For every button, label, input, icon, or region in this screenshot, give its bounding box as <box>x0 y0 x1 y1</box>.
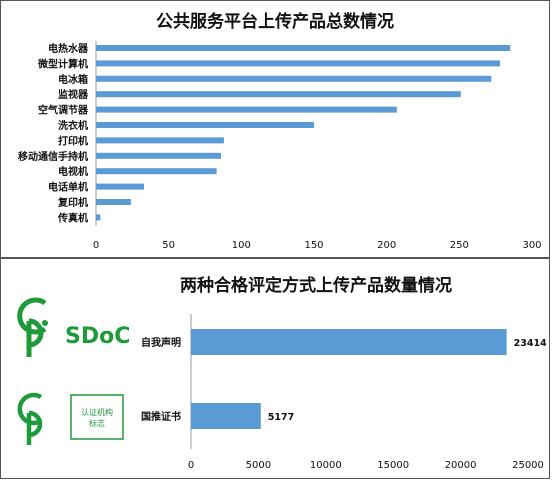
bottom-bar <box>191 403 261 429</box>
bottom-chart-panel: 两种合格评定方式上传产品数量情况 SDoC 认证机构 标志 自我声明 23414 国… <box>0 258 550 479</box>
bottom-data-label: 5177 <box>268 412 294 423</box>
top-category-label: 监视器 <box>58 88 89 101</box>
top-bar <box>96 137 224 144</box>
ccc-c-shape <box>17 297 47 335</box>
bottom-x-tick-label: 25000 <box>512 460 544 471</box>
cert-p-shape <box>26 410 43 445</box>
top-bar <box>96 75 492 82</box>
bottom-x-tick-label: 20000 <box>445 460 477 471</box>
top-category-label: 传真机 <box>57 211 88 224</box>
cert-box <box>70 394 124 440</box>
top-x-tick-label: 200 <box>377 240 396 251</box>
top-bar <box>96 214 101 221</box>
cert-text-line2: 标志 <box>89 418 105 428</box>
top-category-label: 移动通信手持机 <box>18 150 88 163</box>
top-chart-svg: 电热水器微型计算机电冰箱监视器空气调节器洗衣机打印机移动通信手持机电视机电话单机… <box>18 41 542 251</box>
top-bar <box>96 183 144 190</box>
top-bar <box>96 60 501 67</box>
bottom-category-label: 国推证书 <box>141 410 181 423</box>
top-category-label: 空气调节器 <box>38 104 89 117</box>
top-bar <box>96 168 217 175</box>
top-category-label: 洗衣机 <box>58 119 88 132</box>
cert-c-shape <box>17 392 43 426</box>
bottom-chart-svg: SDoC 认证机构 标志 自我声明 23414 国推证书 5177 0 5000 10000… <box>17 297 547 471</box>
top-x-tick-label: 100 <box>232 240 251 251</box>
top-category-label: 微型计算机 <box>37 57 88 70</box>
sdoc-text: SDoC <box>65 324 130 349</box>
top-bar <box>96 45 511 51</box>
bottom-chart-title: 两种合格评定方式上传产品数量情况 <box>180 276 452 296</box>
bottom-x-tick-label: 15000 <box>377 460 409 471</box>
top-x-tick-label: 50 <box>162 240 175 251</box>
top-bar <box>96 199 131 205</box>
top-category-label: 电热水器 <box>48 42 89 55</box>
top-category-label: 打印机 <box>58 134 88 147</box>
top-x-tick-label: 0 <box>93 240 99 251</box>
bottom-x-tick-label: 10000 <box>310 460 342 471</box>
bottom-x-tick-label: 5000 <box>246 460 271 471</box>
top-category-label: 电冰箱 <box>58 73 88 86</box>
top-x-tick-label: 150 <box>304 240 323 251</box>
bottom-category-label: 自我声明 <box>141 336 181 349</box>
top-bar <box>96 91 461 98</box>
bottom-data-label: 23414 <box>514 338 547 349</box>
top-bar <box>96 122 314 128</box>
bottom-bar <box>191 329 507 355</box>
top-bar <box>96 106 397 113</box>
top-chart-title: 公共服务平台上传产品总数情况 <box>156 12 394 32</box>
top-x-tick-label: 300 <box>522 240 541 251</box>
sdoc-logo: SDoC <box>17 297 130 357</box>
cert-logo: 认证机构 标志 <box>17 392 124 445</box>
cert-text-line1: 认证机构 <box>81 407 113 417</box>
bottom-x-tick-label: 0 <box>188 460 194 471</box>
top-bar <box>96 152 221 159</box>
ccc-p-shape <box>26 318 44 357</box>
top-chart-panel: 公共服务平台上传产品总数情况 电热水器微型计算机电冰箱监视器空气调节器洗衣机打印… <box>0 0 550 258</box>
top-category-label: 电话单机 <box>48 181 88 194</box>
ccc-dot <box>42 320 48 326</box>
top-category-label: 复印机 <box>57 196 88 209</box>
top-category-label: 电视机 <box>58 165 88 178</box>
top-x-tick-label: 250 <box>450 240 469 251</box>
